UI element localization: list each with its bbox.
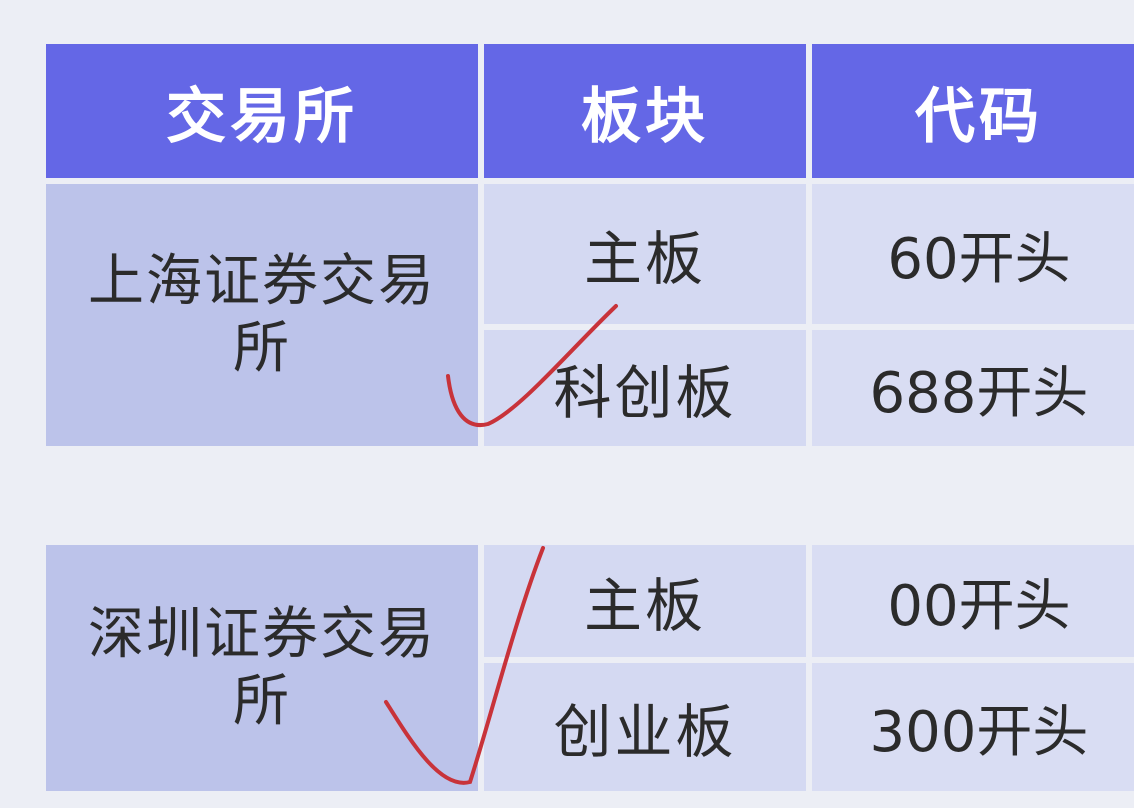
code-sz-main: 00开头 xyxy=(812,545,1134,657)
board-sh-main: 主板 xyxy=(484,184,806,324)
header-board: 板块 xyxy=(484,44,806,178)
code-sh-main: 60开头 xyxy=(812,184,1134,324)
exchange-shanghai: 上海证券交易所 xyxy=(46,184,478,446)
board-sz-main: 主板 xyxy=(484,545,806,657)
exchange-shenzhen: 深圳证券交易所 xyxy=(46,545,478,791)
board-sh-star: 科创板 xyxy=(484,330,806,446)
header-code: 代码 xyxy=(812,44,1134,178)
code-sz-chinext: 300开头 xyxy=(812,663,1134,791)
exchange-table-bottom: 深圳证券交易所 主板 00开头 创业板 300开头 xyxy=(46,545,1134,791)
header-exchange: 交易所 xyxy=(46,44,478,178)
code-sh-star: 688开头 xyxy=(812,330,1134,446)
exchange-table-top: 交易所 板块 代码 上海证券交易所 主板 60开头 科创板 688开头 xyxy=(46,44,1134,446)
board-sz-chinext: 创业板 xyxy=(484,663,806,791)
